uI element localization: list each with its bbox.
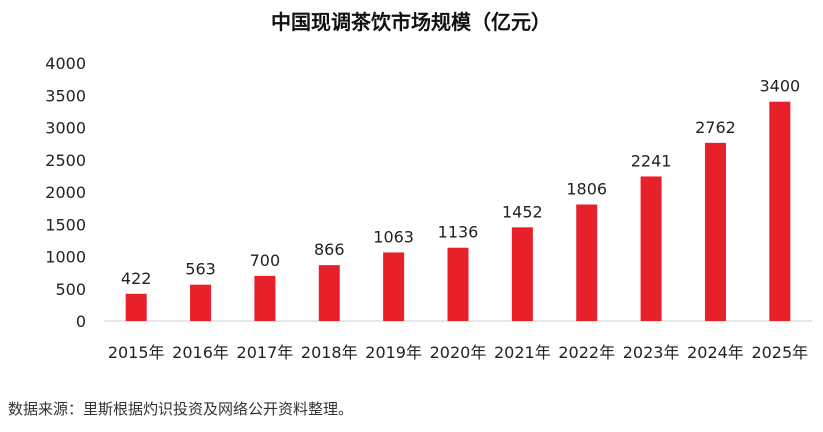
y-tick-label: 500 (55, 280, 86, 299)
bar (190, 284, 212, 321)
bar-value-label: 866 (314, 240, 345, 259)
bar (769, 101, 791, 321)
x-tick-label: 2017年 (237, 343, 294, 362)
bar-value-label: 1063 (373, 227, 414, 246)
bar (704, 142, 726, 321)
bar-value-label: 1806 (566, 180, 607, 199)
x-tick-label: 2023年 (623, 343, 680, 362)
bar (640, 176, 662, 321)
y-tick-label: 1500 (45, 215, 86, 234)
x-tick-label: 2024年 (687, 343, 744, 362)
bar-value-label: 2762 (695, 118, 736, 137)
y-tick-label: 1000 (45, 248, 86, 267)
bar (318, 265, 340, 321)
x-tick-label: 2015年 (108, 343, 165, 362)
source-note: 数据来源：里斯根据灼识投资及网络公开资料整理。 (8, 400, 353, 418)
bar (125, 293, 147, 321)
chart-title: 中国现调茶饮市场规模（亿元） (271, 10, 551, 34)
x-tick-label: 2016年 (172, 343, 229, 362)
y-tick-label: 3000 (45, 119, 86, 138)
bar-value-label: 563 (185, 260, 216, 279)
bar (511, 227, 533, 321)
bar-value-label: 700 (250, 251, 281, 270)
bar-value-label: 1136 (438, 223, 479, 242)
y-axis: 0 500 1000 1500 2000 2500 3000 3500 4000 (45, 54, 86, 331)
bar (576, 204, 598, 321)
bar (254, 275, 276, 321)
x-tick-label: 2025年 (751, 343, 808, 362)
x-tick-label: 2022年 (558, 343, 615, 362)
y-tick-label: 3500 (45, 86, 86, 105)
y-tick-label: 2500 (45, 151, 86, 170)
x-tick-label: 2020年 (430, 343, 487, 362)
x-axis: 2015年 2016年 2017年 2018年 2019年 2020年 2021年 2022年… (108, 343, 808, 362)
x-tick-label: 2021年 (494, 343, 551, 362)
bar-value-label: 1452 (502, 202, 543, 221)
y-tick-label: 2000 (45, 183, 86, 202)
value-labels-group: 422 563 700 866 1063 1136 1452 1806 2241 2762 3400 (121, 77, 800, 288)
x-tick-label: 2019年 (365, 343, 422, 362)
bar-value-label: 3400 (759, 77, 800, 96)
bar (447, 247, 469, 321)
bars-group (125, 101, 791, 321)
y-tick-label: 0 (76, 312, 86, 331)
bar-value-label: 2241 (631, 151, 672, 170)
bar-value-label: 422 (121, 269, 152, 288)
bar (383, 252, 405, 321)
y-tick-label: 4000 (45, 54, 86, 73)
x-tick-label: 2018年 (301, 343, 358, 362)
